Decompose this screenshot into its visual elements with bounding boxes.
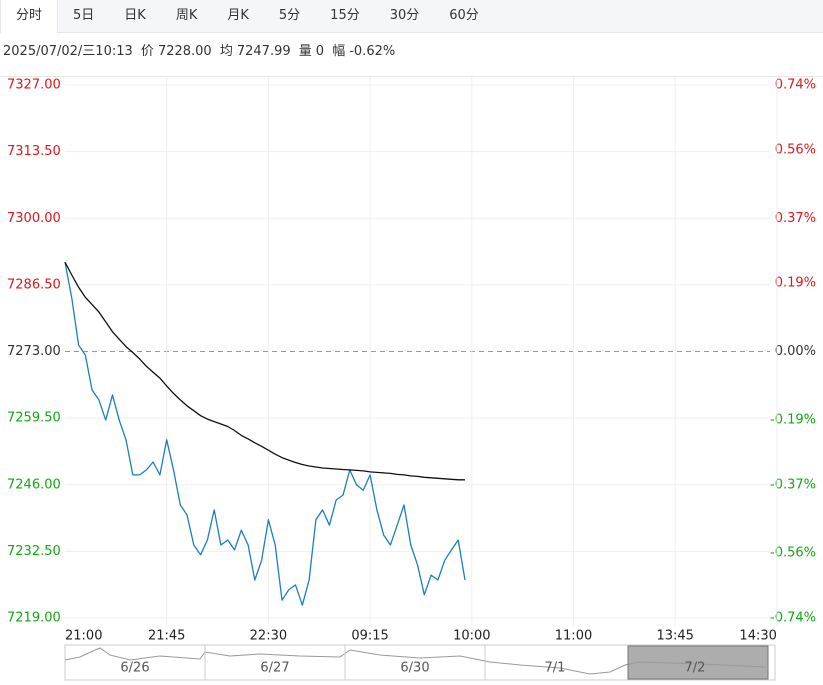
x-tick-label: 11:00 bbox=[555, 629, 592, 644]
x-tick-label: 10:00 bbox=[453, 629, 490, 644]
x-tick-label: 22:30 bbox=[250, 629, 287, 644]
y-tick-label: 7273.00 bbox=[7, 344, 61, 359]
y2-tick-label: 0.00% bbox=[775, 344, 816, 359]
y2-tick-label: -0.37% bbox=[770, 477, 816, 492]
info-avg: 7247.99 bbox=[236, 44, 291, 59]
y-tick-label: 7259.50 bbox=[7, 411, 61, 426]
series-line bbox=[64, 261, 465, 481]
series-line bbox=[64, 262, 466, 606]
y2-tick-label: 0.19% bbox=[775, 276, 816, 291]
y-tick-label: 7313.50 bbox=[7, 144, 61, 159]
y-tick-label: 7286.50 bbox=[7, 277, 61, 292]
y2-tick-label: -0.74% bbox=[770, 611, 816, 626]
x-tick-label: 13:45 bbox=[656, 629, 693, 644]
y-tick-label: 7327.00 bbox=[7, 78, 61, 93]
y-tick-label: 7232.50 bbox=[7, 544, 61, 559]
y2-tick-label: -0.56% bbox=[770, 546, 816, 561]
info-change: -0.62% bbox=[349, 44, 396, 59]
y-tick-label: 7300.00 bbox=[7, 211, 61, 226]
x-tick-label: 21:45 bbox=[148, 629, 185, 644]
info-vol: 0 bbox=[315, 44, 325, 59]
tab[interactable]: 分时 bbox=[0, 0, 59, 33]
navigator-label: 6/26 bbox=[120, 661, 149, 676]
x-tick-label: 09:15 bbox=[351, 629, 388, 644]
tab[interactable]: 15分 bbox=[330, 8, 360, 23]
info-price: 7228.00 bbox=[157, 44, 212, 59]
tab[interactable]: 周K bbox=[175, 8, 198, 23]
navigator-label: 6/30 bbox=[400, 661, 429, 676]
info-vol-label: 量 bbox=[298, 44, 312, 59]
y-tick-label: 7246.00 bbox=[7, 477, 61, 492]
info-datetime: 2025/07/02/三10:13 bbox=[3, 44, 133, 59]
info-avg-label: 均 bbox=[219, 44, 233, 59]
y2-tick-label: -0.19% bbox=[770, 412, 816, 427]
y-tick-label: 7219.00 bbox=[7, 611, 61, 626]
x-tick-label: 14:30 bbox=[739, 629, 776, 644]
navigator-label: 7/2 bbox=[685, 661, 706, 676]
navigator-window[interactable] bbox=[627, 645, 769, 680]
tab[interactable]: 30分 bbox=[389, 8, 420, 23]
y2-tick-label: 0.37% bbox=[775, 211, 816, 226]
x-tick-label: 21:00 bbox=[65, 629, 102, 644]
navigator-label: 6/27 bbox=[260, 661, 289, 676]
tab-bar: 分时 5日 日K 周K 月K 5分 15分 30分 60分 bbox=[0, 0, 823, 33]
info-change-label: 幅 bbox=[332, 44, 346, 59]
tab[interactable]: 60分 bbox=[449, 8, 479, 23]
navigator: 6/26 6/27 6/30 7/1 7/2 bbox=[64, 644, 776, 681]
tab[interactable]: 5日 bbox=[73, 8, 95, 23]
y2-tick-label: 0.56% bbox=[775, 142, 816, 157]
tab[interactable]: 5分 bbox=[278, 8, 301, 23]
tab[interactable]: 月K bbox=[227, 8, 249, 23]
y2-tick-label: 0.74% bbox=[775, 78, 816, 93]
tab[interactable]: 日K bbox=[124, 8, 146, 23]
info-price-label: 价 bbox=[140, 44, 154, 59]
navigator-label: 7/1 bbox=[545, 661, 566, 676]
